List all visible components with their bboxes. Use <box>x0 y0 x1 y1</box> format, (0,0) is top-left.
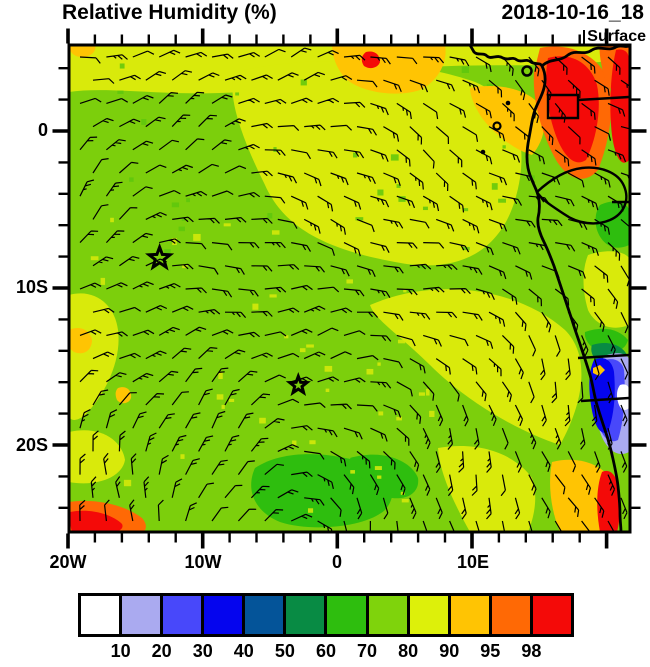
colorbar-label: 20 <box>151 641 172 661</box>
colorbar-label: 70 <box>357 641 378 661</box>
colorbar-label: 30 <box>192 641 213 661</box>
x-axis-label: 10E <box>456 552 490 572</box>
y-axis-label: 0 <box>37 120 48 140</box>
country-borders <box>535 93 630 403</box>
map-feature-dots <box>480 65 533 155</box>
colorbar-label: 50 <box>274 641 295 661</box>
level-label: Surface <box>587 28 646 45</box>
colorbar-cell <box>409 596 448 634</box>
level-label-wrap: Surface <box>583 28 646 46</box>
star-marker <box>285 372 311 397</box>
colorbar-label: 95 <box>480 641 501 661</box>
wind-barbs <box>79 47 630 532</box>
colorbar-label: 60 <box>315 641 336 661</box>
colorbar-cell <box>532 596 571 634</box>
colorbar-label: 98 <box>521 641 542 661</box>
colorbar-label: 10 <box>110 641 131 661</box>
colorbar-cell <box>245 596 284 634</box>
colorbar-label: 40 <box>233 641 254 661</box>
y-axis-label: 20S <box>15 435 48 455</box>
rh-region-90-98 <box>69 45 629 532</box>
y-axis-label: 10S <box>15 277 48 297</box>
colorbar-cell <box>122 596 161 634</box>
map-border <box>67 43 632 534</box>
timestamp-label: 2018-10-16_18 <box>501 1 644 24</box>
colorbar <box>78 593 574 637</box>
x-axis-label: 0 <box>331 552 343 572</box>
star-markers <box>145 242 311 397</box>
rh-field <box>69 45 630 532</box>
colorbar-cell <box>204 596 243 634</box>
star-marker <box>145 242 175 271</box>
colorbar-cell <box>163 596 202 634</box>
x-axis-label: 10W <box>184 552 222 572</box>
level-tick-mark <box>583 30 586 44</box>
colorbar-cell <box>450 596 489 634</box>
colorbar-cell <box>327 596 366 634</box>
colorbar-cell <box>81 596 120 634</box>
colorbar-cell <box>286 596 325 634</box>
x-axis-label: 20W <box>49 552 87 572</box>
axis-minor-ticks <box>58 34 641 543</box>
colorbar-cell <box>491 596 530 634</box>
colorbar-label: 80 <box>398 641 419 661</box>
page-title: Relative Humidity (%) <box>62 1 277 24</box>
colorbar-label: 90 <box>439 641 460 661</box>
colorbar-cell <box>368 596 407 634</box>
axis-major-ticks <box>52 28 647 549</box>
